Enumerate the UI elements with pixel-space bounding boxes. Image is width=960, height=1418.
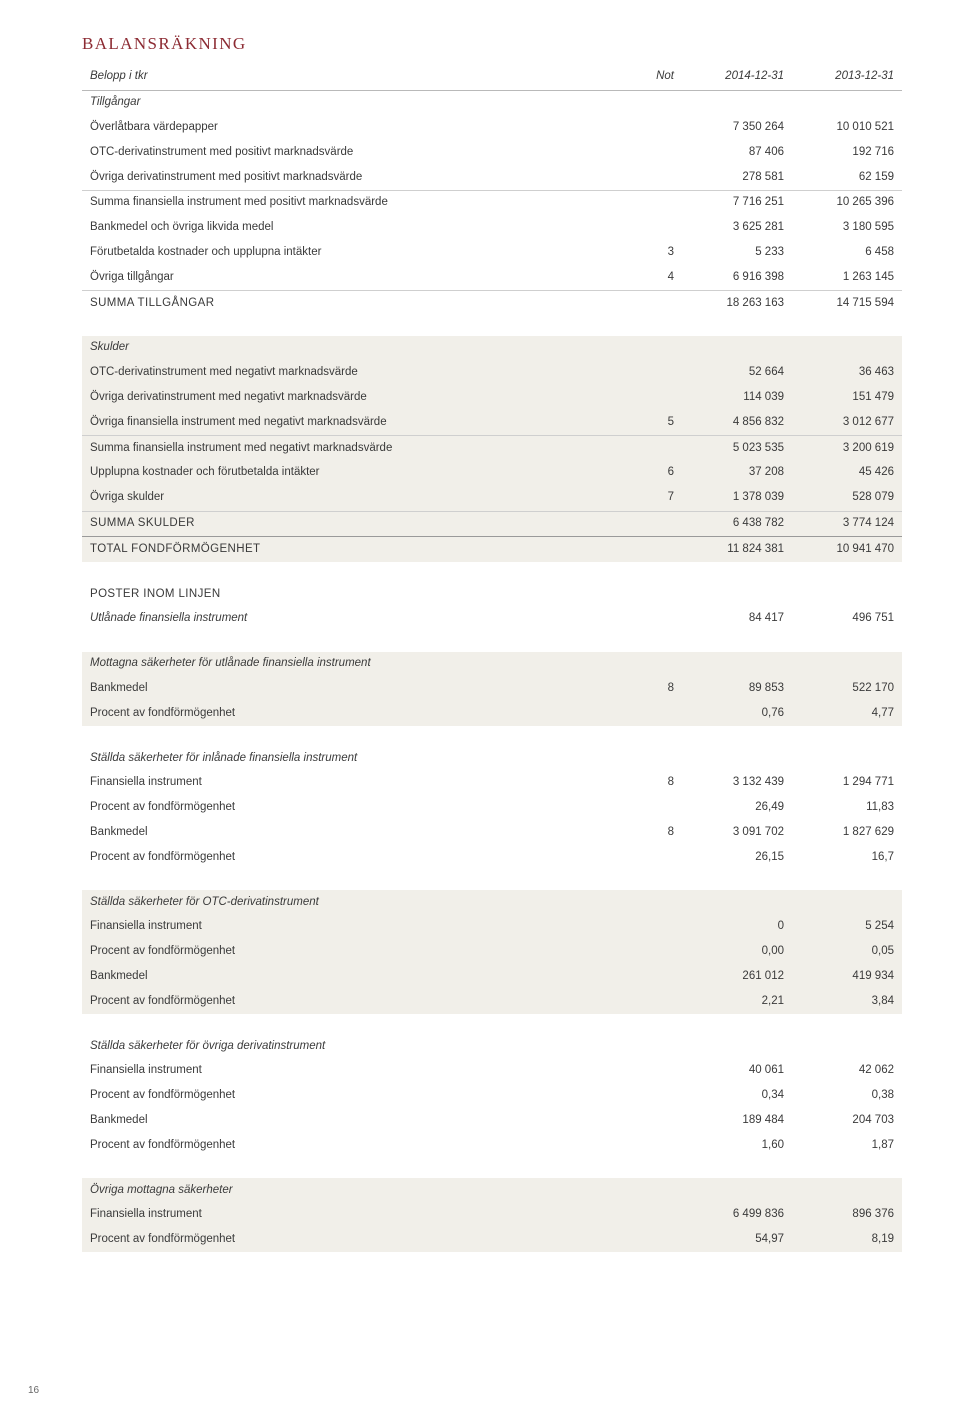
table-row: Skulder xyxy=(82,336,902,361)
table-row: Övriga derivatinstrument med positivt ma… xyxy=(82,165,902,190)
table-row: Mottagna säkerheter för utlånade finansi… xyxy=(82,652,902,677)
table-row: SUMMA TILLGÅNGAR18 263 16314 715 594 xyxy=(82,291,902,316)
table-row: Procent av fondförmögenhet0,340,38 xyxy=(82,1084,902,1109)
table-row: Procent av fondförmögenhet1,601,87 xyxy=(82,1133,902,1158)
table-row: Finansiella instrument83 132 4391 294 77… xyxy=(82,771,902,796)
balance-sheet-table: Belopp i tkrNot2014-12-312013-12-31Tillg… xyxy=(82,64,902,1252)
table-row: POSTER INOM LINJEN xyxy=(82,582,902,607)
table-row: TOTAL FONDFÖRMÖGENHET11 824 38110 941 47… xyxy=(82,537,902,562)
table-row: Tillgångar xyxy=(82,90,902,115)
table-row: Procent av fondförmögenhet26,4911,83 xyxy=(82,796,902,821)
table-row: Upplupna kostnader och förutbetalda intä… xyxy=(82,461,902,486)
table-row: Finansiella instrument6 499 836896 376 xyxy=(82,1203,902,1228)
page-number: 16 xyxy=(28,1385,39,1396)
table-row: Procent av fondförmögenhet26,1516,7 xyxy=(82,845,902,870)
page-title: BALANSRÄKNING xyxy=(82,34,902,54)
table-row: Övriga mottagna säkerheter xyxy=(82,1178,902,1203)
table-row: Procent av fondförmögenhet54,978,19 xyxy=(82,1228,902,1253)
table-row: Belopp i tkrNot2014-12-312013-12-31 xyxy=(82,64,902,90)
table-row: Bankmedel83 091 7021 827 629 xyxy=(82,821,902,846)
table-row: Summa finansiella instrument med positiv… xyxy=(82,190,902,215)
table-row: Bankmedel889 853522 170 xyxy=(82,677,902,702)
table-row: Bankmedel och övriga likvida medel3 625 … xyxy=(82,216,902,241)
table-row: Ställda säkerheter för inlånade finansie… xyxy=(82,746,902,771)
table-row: Övriga skulder71 378 039528 079 xyxy=(82,486,902,511)
table-row: Ställda säkerheter för OTC-derivatinstru… xyxy=(82,890,902,915)
table-row: Procent av fondförmögenhet0,764,77 xyxy=(82,701,902,726)
table-row: Övriga tillgångar46 916 3981 263 145 xyxy=(82,265,902,290)
table-row: Övriga finansiella instrument med negati… xyxy=(82,410,902,435)
table-row: Bankmedel261 012419 934 xyxy=(82,965,902,990)
table-row: OTC-derivatinstrument med positivt markn… xyxy=(82,140,902,165)
table-row: Överlåtbara värdepapper7 350 26410 010 5… xyxy=(82,116,902,141)
table-row: Ställda säkerheter för övriga derivatins… xyxy=(82,1034,902,1059)
table-row: Procent av fondförmögenhet0,000,05 xyxy=(82,940,902,965)
table-row: OTC-derivatinstrument med negativt markn… xyxy=(82,361,902,386)
table-row: Förutbetalda kostnader och upplupna intä… xyxy=(82,241,902,266)
table-row: Utlånade finansiella instrument84 417496… xyxy=(82,607,902,632)
table-row: Finansiella instrument05 254 xyxy=(82,915,902,940)
table-row: SUMMA SKULDER6 438 7823 774 124 xyxy=(82,511,902,537)
table-row: Bankmedel189 484204 703 xyxy=(82,1108,902,1133)
table-row: Övriga derivatinstrument med negativt ma… xyxy=(82,386,902,411)
table-row: Finansiella instrument40 06142 062 xyxy=(82,1059,902,1084)
table-row: Procent av fondförmögenhet2,213,84 xyxy=(82,989,902,1014)
table-row: Summa finansiella instrument med negativ… xyxy=(82,436,902,461)
